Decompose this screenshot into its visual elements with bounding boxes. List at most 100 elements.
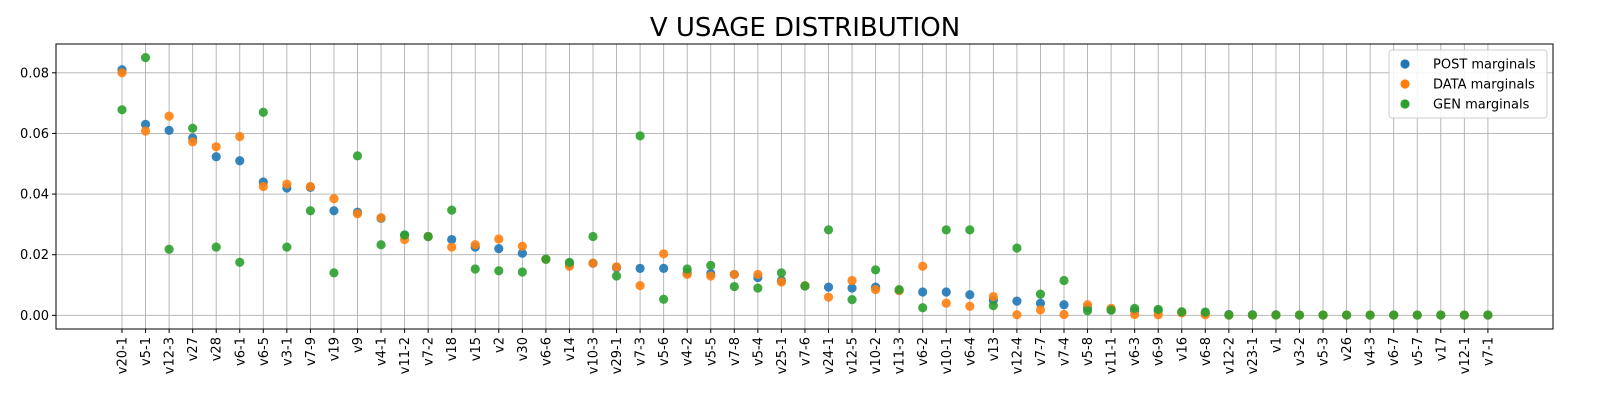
data-point [235, 257, 245, 267]
data-point [447, 242, 457, 252]
data-point [941, 287, 951, 297]
x-tick-label: v7-4 [1058, 337, 1073, 366]
data-point [823, 225, 834, 235]
data-point [635, 131, 645, 141]
x-tick-label: v24-1 [822, 337, 837, 374]
data-point [847, 283, 857, 293]
x-tick-label: v12-2 [1222, 337, 1237, 374]
data-point [494, 266, 504, 276]
data-point [447, 205, 457, 215]
data-point [164, 244, 174, 254]
x-tick-label: v12-4 [1010, 337, 1025, 374]
x-tick-label: v6-1 [233, 337, 248, 366]
x-tick-label: v14 [563, 337, 578, 361]
x-tick-label: v6-7 [1387, 337, 1402, 366]
x-tick-label: v4-2 [681, 337, 696, 366]
x-tick-label: v7-1 [1481, 337, 1496, 366]
data-point [305, 181, 315, 192]
data-point [1082, 306, 1093, 316]
data-point [1012, 310, 1022, 320]
data-point [753, 269, 763, 280]
x-tick-label: v6-2 [916, 337, 931, 366]
data-point [117, 105, 127, 115]
x-tick-label: v18 [445, 337, 460, 361]
data-point [611, 271, 622, 281]
x-tick-label: v23-1 [1246, 337, 1261, 374]
x-tick-label: v2 [492, 337, 507, 353]
data-point [847, 294, 857, 305]
data-point [1200, 307, 1210, 317]
x-tick-label: v12-1 [1458, 337, 1473, 374]
data-point [965, 225, 975, 235]
data-point [423, 231, 433, 242]
data-point [635, 263, 645, 273]
data-point [329, 268, 339, 278]
y-axis: 0.00 0.02 0.04 0.06 0.08 [20, 66, 56, 324]
data-point [564, 257, 575, 267]
data-point [211, 142, 221, 152]
data-point [235, 131, 245, 142]
data-point [1412, 310, 1422, 320]
x-tick-label: v6-6 [539, 337, 554, 366]
data-point [1059, 309, 1069, 320]
data-point [1059, 300, 1069, 310]
x-tick-label: v6-8 [1199, 337, 1214, 366]
data-point [352, 209, 363, 219]
x-tick-label: v11-2 [398, 337, 413, 374]
x-tick-label: v7-8 [728, 337, 743, 366]
x-tick-label: v3-1 [280, 337, 295, 366]
data-point [988, 301, 998, 311]
x-tick-label: v10-1 [940, 337, 955, 374]
data-point [918, 287, 928, 297]
data-point [494, 244, 504, 254]
data-point [871, 284, 881, 295]
data-point [282, 242, 292, 252]
data-point [211, 152, 221, 162]
data-point [729, 281, 739, 292]
series-2 [117, 53, 1493, 320]
x-tick-label: v11-3 [893, 337, 908, 374]
data-point [588, 258, 598, 268]
data-point [352, 151, 363, 161]
data-point [1365, 310, 1375, 320]
data-point [1177, 307, 1187, 317]
x-tick-label: v6-3 [1128, 337, 1143, 366]
x-tick-label: v13 [987, 337, 1002, 361]
data-point [965, 290, 975, 300]
data-point [517, 248, 527, 258]
data-point [447, 234, 457, 245]
x-tick-label: v7-3 [634, 337, 649, 366]
data-point [329, 206, 339, 216]
x-tick-label: v5-3 [1317, 337, 1332, 366]
data-point [1035, 298, 1046, 308]
data-point [305, 206, 315, 216]
data-point [188, 137, 198, 147]
data-point [988, 291, 998, 302]
data-point [894, 284, 904, 295]
data-point [729, 269, 739, 280]
data-point [1342, 310, 1352, 320]
data-point [588, 231, 598, 242]
data-point [1389, 310, 1399, 320]
data-point [635, 281, 645, 291]
legend-marker [1400, 99, 1410, 109]
x-tick-label: v1 [1269, 337, 1284, 353]
data-point [235, 156, 245, 166]
data-point [1459, 310, 1469, 320]
data-point [776, 277, 787, 287]
data-point [659, 249, 669, 259]
data-point [823, 282, 834, 292]
x-tick-label: v30 [516, 337, 531, 361]
data-point [941, 298, 951, 308]
x-tick-label: v27 [186, 337, 201, 361]
data-points [117, 53, 1493, 320]
x-tick-label: v19 [327, 337, 342, 361]
data-point [776, 268, 787, 278]
x-tick-label: v26 [1340, 337, 1355, 361]
x-tick-label: v5-8 [1081, 337, 1096, 366]
data-point [258, 107, 268, 117]
data-point [1059, 275, 1069, 286]
legend: POST marginals DATA marginals GEN marginal… [1388, 49, 1548, 119]
data-point [1224, 310, 1234, 320]
